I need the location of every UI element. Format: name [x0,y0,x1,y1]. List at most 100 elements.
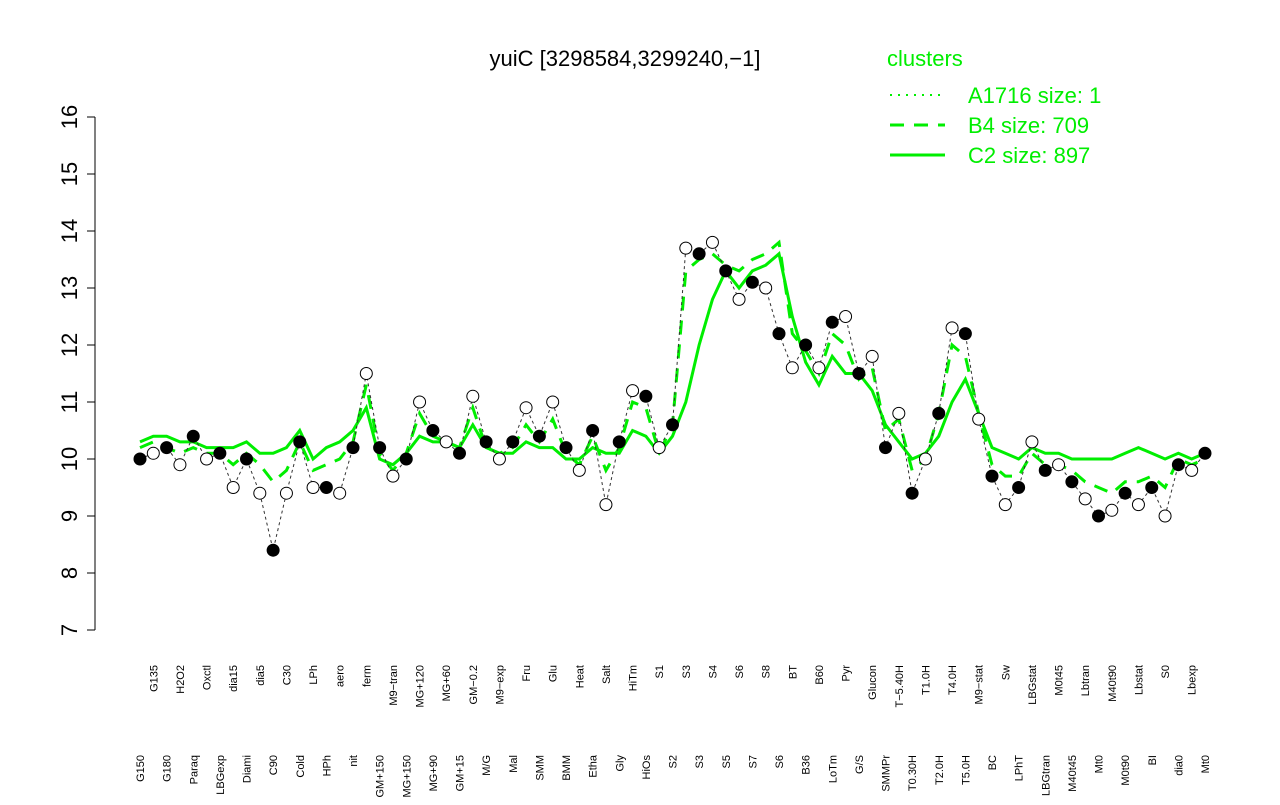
x-tick-label: S3 [681,665,693,678]
point [386,469,400,483]
x-tick-label: nit [348,755,360,767]
point [799,338,813,352]
x-tick-label: C30 [281,665,293,685]
point [1185,463,1199,477]
x-tick-label: Heat [574,665,586,688]
x-tick-label: S5 [721,755,733,768]
x-tick-label: G135 [148,665,160,692]
point [1198,446,1212,460]
x-tick-label: SMM [534,755,546,781]
point [213,446,227,460]
point [519,401,533,415]
x-tick-label: MG+90 [428,755,440,791]
x-tick-label: T5.0H [960,755,972,785]
point [839,310,853,323]
legend-title: clusters [887,46,963,71]
point [719,264,733,278]
x-tick-label: BMM [561,755,573,781]
point [985,469,999,483]
x-tick-label: Etha [588,754,600,778]
point [892,406,906,420]
point [932,406,946,420]
x-tick-label: S6 [734,665,746,678]
x-tick-label: Mal [508,755,520,773]
x-tick-label: M0t90 [1120,755,1132,786]
point [439,435,453,449]
point [293,435,307,449]
x-tick-label: BI [1147,755,1159,765]
point [679,241,693,255]
point [506,435,520,449]
x-tick-label: H2O2 [175,665,187,694]
x-tick-label: LoTm [827,755,839,783]
point [945,321,959,335]
point [266,543,280,557]
x-tick-label: Diami [242,755,254,783]
point [785,361,799,375]
x-tick-label: S3 [694,755,706,768]
point [306,481,320,494]
point [639,389,653,403]
point [732,292,746,306]
y-tick-label: 9 [57,510,82,522]
x-tick-label: dia5 [255,665,267,686]
x-tick-label: S6 [774,755,786,768]
x-tick-label: T0.30H [907,755,919,791]
y-tick-label: 10 [57,447,82,471]
x-tick-label: MG+150 [401,755,413,798]
point [1038,463,1052,477]
x-tick-label: aero [335,665,347,687]
x-tick-label: T−5.40H [894,665,906,708]
point [772,327,786,341]
point [399,452,413,466]
point [918,452,932,466]
point [652,441,666,455]
y-tick-label: 7 [57,624,82,636]
point [626,384,640,398]
point [572,463,586,477]
y-tick-label: 15 [57,162,82,186]
x-tick-label: M40t45 [1067,755,1079,792]
point [1078,492,1092,506]
point [479,435,493,449]
point [373,441,387,455]
point [1065,475,1079,489]
point [905,486,919,500]
point [1158,509,1172,523]
point [1145,481,1159,494]
x-tick-label: S4 [707,665,719,678]
point [1092,509,1105,523]
point [426,424,440,437]
point [972,412,986,426]
point-link [139,241,1206,551]
point [958,327,972,341]
x-tick-label: M9−exp [494,665,506,704]
point [226,481,240,494]
x-tick-label: LPh [308,665,320,685]
point [586,424,600,437]
point [1052,458,1066,472]
point [1171,458,1185,472]
point [359,367,373,380]
legend-label: A1716 size: 1 [968,83,1101,108]
point [186,429,200,443]
point [240,452,253,466]
x-tick-label: Glu [548,665,560,682]
point [319,481,333,494]
x-tick-label: MG+120 [415,665,427,708]
point [492,452,506,466]
point [532,429,546,443]
x-tick-label: LBGexp [215,755,227,795]
point [160,441,174,455]
x-tick-label: BC [987,755,999,770]
x-tick-label: BT [787,665,799,679]
point [612,435,626,449]
x-tick-label: dia0 [1173,755,1185,776]
point [1012,481,1026,494]
x-tick-label: M9−tran [388,665,400,706]
x-tick-label: S2 [668,755,680,768]
x-tick-label: Pyr [841,665,853,682]
point [1131,498,1145,512]
point [812,361,826,375]
x-tick-label: GM+150 [375,755,387,798]
